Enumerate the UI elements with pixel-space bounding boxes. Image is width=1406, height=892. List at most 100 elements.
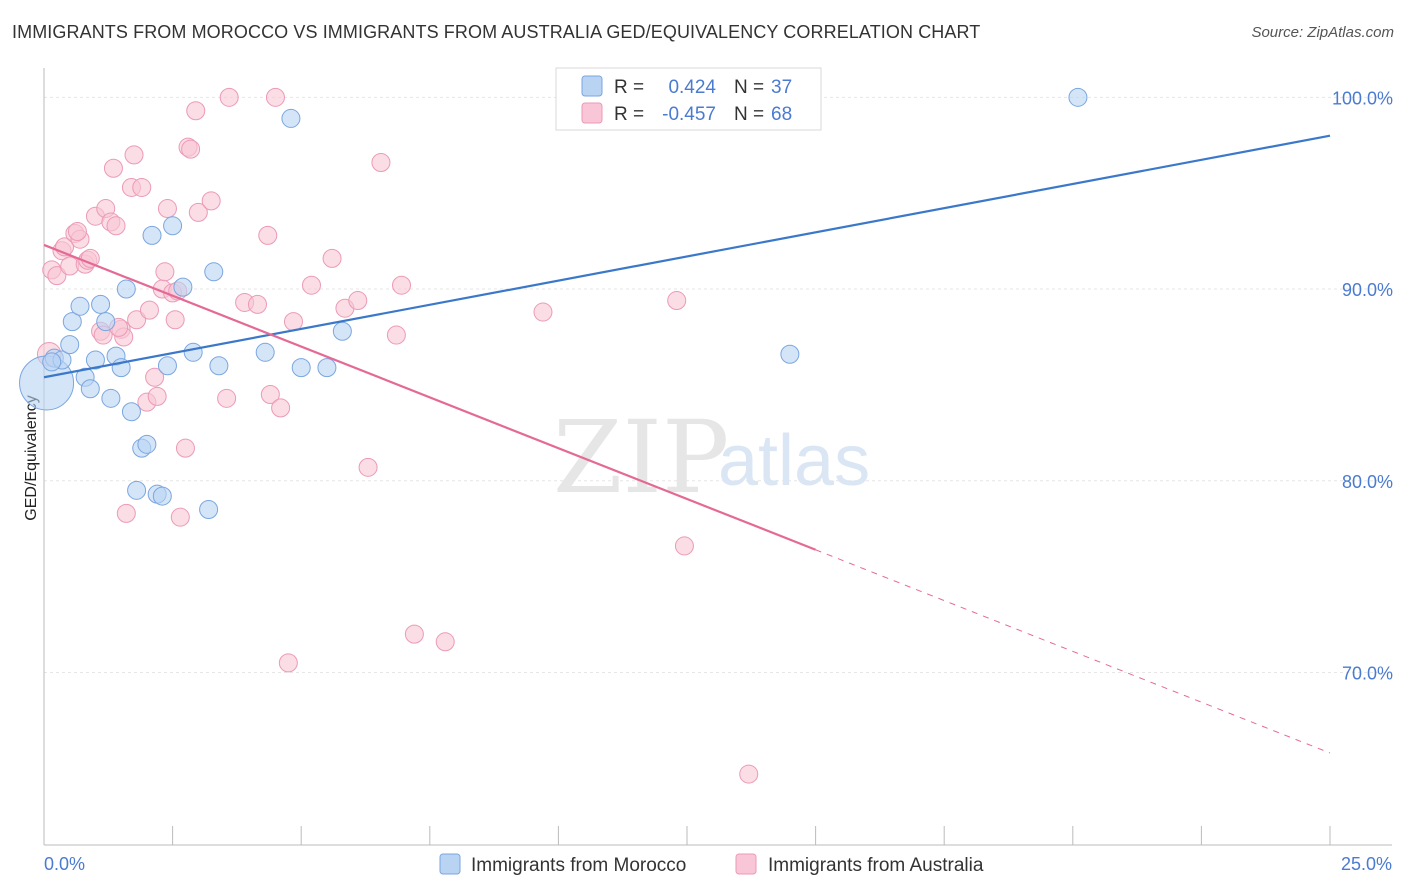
morocco-point xyxy=(317,358,337,378)
legend-r-label-australia: R = xyxy=(614,104,644,125)
legend-n-value-morocco: 37 xyxy=(771,77,792,98)
morocco-point xyxy=(101,388,121,408)
australia-point xyxy=(301,275,321,295)
bottom-legend-label-australia: Immigrants from Australia xyxy=(768,855,984,876)
morocco-point xyxy=(152,486,172,506)
morocco-point xyxy=(332,321,352,341)
australia-point xyxy=(188,202,208,222)
bottom-legend-swatch-morocco xyxy=(439,853,461,875)
morocco-point xyxy=(80,379,100,399)
morocco-point xyxy=(85,350,105,370)
legend-r-value-australia: -0.457 xyxy=(662,104,716,125)
australia-point xyxy=(217,388,237,408)
morocco-point xyxy=(121,402,141,422)
australia-point xyxy=(124,145,144,165)
morocco-point xyxy=(281,108,301,128)
trend-line-morocco xyxy=(43,134,1331,379)
legend-r-label-morocco: R = xyxy=(614,77,644,98)
morocco-point xyxy=(255,342,275,362)
legend-swatch-morocco xyxy=(581,75,603,97)
australia-point xyxy=(358,457,378,477)
australia-point xyxy=(322,248,342,268)
x-tick-label-min: 0.0% xyxy=(44,854,85,874)
bottom-legend-label-morocco: Immigrants from Morocco xyxy=(471,855,686,876)
morocco-point xyxy=(42,352,62,372)
trend-lines xyxy=(43,134,1331,754)
australia-point xyxy=(145,367,165,387)
australia-point xyxy=(739,764,759,784)
morocco-point xyxy=(127,480,147,500)
morocco-point xyxy=(291,358,311,378)
australia-point xyxy=(260,384,280,404)
australia-point xyxy=(674,536,694,556)
morocco-point xyxy=(183,342,203,362)
morocco-point xyxy=(204,262,224,282)
australia-point xyxy=(132,177,152,197)
morocco-point xyxy=(70,296,90,316)
morocco-point xyxy=(209,356,229,376)
australia-points xyxy=(36,87,759,784)
grid-lines xyxy=(44,96,1392,673)
australia-point xyxy=(667,291,687,311)
legend-n-label-morocco: N = xyxy=(734,77,764,98)
bottom-legend-swatch-australia xyxy=(735,853,757,875)
legend-n-value-australia: 68 xyxy=(771,104,792,125)
x-tick-label-max: 25.0% xyxy=(1341,854,1392,874)
australia-point xyxy=(106,216,126,236)
australia-point xyxy=(155,262,175,282)
australia-point xyxy=(219,87,239,107)
australia-point xyxy=(186,101,206,121)
morocco-point xyxy=(157,356,177,376)
axes xyxy=(43,68,1392,846)
australia-point xyxy=(247,294,267,314)
morocco-point xyxy=(60,335,80,355)
australia-point xyxy=(175,438,195,458)
australia-point xyxy=(47,266,67,286)
trend-line-australia-extrapolated xyxy=(815,549,1331,754)
australia-point xyxy=(170,507,190,527)
legend-n-label-australia: N = xyxy=(734,104,764,125)
morocco-point xyxy=(142,225,162,245)
watermark-atlas: atlas xyxy=(718,421,870,501)
morocco-point xyxy=(173,277,193,297)
y-tick-label: 70.0% xyxy=(1342,663,1393,683)
australia-point xyxy=(265,87,285,107)
morocco-point xyxy=(91,294,111,314)
morocco-point xyxy=(116,279,136,299)
australia-point xyxy=(404,624,424,644)
australia-point xyxy=(165,310,185,330)
australia-point xyxy=(386,325,406,345)
bottom-legend: Immigrants from Morocco Immigrants from … xyxy=(439,853,984,876)
watermark: ZIP atlas xyxy=(553,399,870,516)
y-tick-labels: 70.0% 80.0% 90.0% 100.0% xyxy=(1332,88,1393,683)
australia-point xyxy=(181,139,201,159)
australia-point xyxy=(283,312,303,332)
australia-point xyxy=(147,386,167,406)
australia-point xyxy=(392,275,412,295)
morocco-point xyxy=(199,500,219,520)
y-tick-label: 90.0% xyxy=(1342,280,1393,300)
morocco-point xyxy=(96,312,116,332)
australia-point xyxy=(348,291,368,311)
chart-title: IMMIGRANTS FROM MOROCCO VS IMMIGRANTS FR… xyxy=(12,22,981,42)
australia-point xyxy=(116,503,136,523)
trend-line-australia xyxy=(43,243,817,551)
morocco-points xyxy=(19,87,1088,520)
australia-point xyxy=(157,199,177,219)
chart-source: Source: ZipAtlas.com xyxy=(1251,24,1394,41)
x-ticks xyxy=(43,826,1331,845)
morocco-point xyxy=(1068,87,1088,107)
legend-swatch-australia xyxy=(581,102,603,124)
australia-point xyxy=(533,302,553,322)
australia-point xyxy=(127,310,147,330)
australia-point xyxy=(139,300,159,320)
y-tick-label: 100.0% xyxy=(1332,88,1393,108)
y-tick-label: 80.0% xyxy=(1342,472,1393,492)
australia-point xyxy=(271,398,291,418)
legend-r-value-morocco: 0.424 xyxy=(668,77,716,98)
australia-point xyxy=(103,158,123,178)
australia-point xyxy=(435,632,455,652)
legend: R = 0.424 N = 37 R = -0.457 N = 68 xyxy=(555,67,822,131)
australia-point xyxy=(201,191,221,211)
